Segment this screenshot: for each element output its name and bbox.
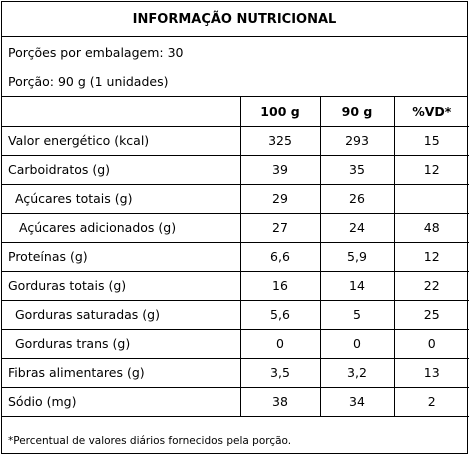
table-row: Gorduras saturadas (g) 5,6 5 25 (2, 299, 469, 330)
table-row: Sódio (mg) 38 34 2 (2, 386, 469, 417)
nutrient-name: Gorduras trans (g) (2, 328, 241, 359)
nutrient-name: Açúcares totais (g) (2, 183, 241, 214)
value-100g: 5,6 (239, 299, 321, 330)
header-daily-value: %VD* (393, 97, 469, 127)
nutrient-name: Gorduras saturadas (g) (2, 299, 241, 330)
table-row: Carboidratos (g) 39 35 12 (2, 154, 469, 185)
value-serving: 5 (319, 299, 395, 330)
value-daily-percent (393, 183, 469, 214)
table-row: Açúcares adicionados (g) 27 24 48 (2, 212, 469, 243)
value-daily-percent: 12 (393, 154, 469, 185)
value-serving: 0 (319, 328, 395, 359)
value-serving: 293 (319, 125, 395, 156)
header-nutrient (2, 97, 241, 127)
table-row: Fibras alimentares (g) 3,5 3,2 13 (2, 357, 469, 388)
value-100g: 3,5 (239, 357, 321, 388)
value-100g: 16 (239, 270, 321, 301)
table-row: Valor energético (kcal) 325 293 15 (2, 125, 469, 156)
serving-size: Porção: 90 g (1 unidades) (2, 67, 467, 97)
header-serving: 90 g (319, 97, 395, 127)
table-row: Gorduras totais (g) 16 14 22 (2, 270, 469, 301)
footnote: *Percentual de valores diários fornecido… (8, 434, 292, 447)
nutrient-name: Proteínas (g) (2, 241, 241, 272)
table-row: Gorduras trans (g) 0 0 0 (2, 328, 469, 359)
nutrient-name: Fibras alimentares (g) (2, 357, 241, 388)
table-row: Açúcares totais (g) 29 26 (2, 183, 469, 214)
value-serving: 34 (319, 386, 395, 417)
value-100g: 27 (239, 212, 321, 243)
servings-per-package: Porções por embalagem: 30 (8, 44, 184, 60)
value-serving: 14 (319, 270, 395, 301)
nutrient-name: Gorduras totais (g) (2, 270, 241, 301)
value-100g: 0 (239, 328, 321, 359)
header-100g: 100 g (239, 97, 321, 127)
value-100g: 6,6 (239, 241, 321, 272)
value-daily-percent: 25 (393, 299, 469, 330)
value-100g: 39 (239, 154, 321, 185)
value-daily-percent: 48 (393, 212, 469, 243)
value-serving: 35 (319, 154, 395, 185)
value-daily-percent: 15 (393, 125, 469, 156)
value-100g: 38 (239, 386, 321, 417)
value-100g: 29 (239, 183, 321, 214)
label-title: INFORMAÇÃO NUTRICIONAL (2, 2, 467, 37)
nutrient-name: Valor energético (kcal) (2, 125, 241, 156)
nutrient-name: Sódio (mg) (2, 386, 241, 417)
value-daily-percent: 22 (393, 270, 469, 301)
value-serving: 24 (319, 212, 395, 243)
table-row: Proteínas (g) 6,6 5,9 12 (2, 241, 469, 272)
value-daily-percent: 13 (393, 357, 469, 388)
table-header-row: 100 g 90 g %VD* (2, 97, 469, 127)
value-daily-percent: 2 (393, 386, 469, 417)
nutrition-table: 100 g 90 g %VD* Valor energético (kcal) … (2, 97, 469, 417)
value-daily-percent: 0 (393, 328, 469, 359)
value-serving: 26 (319, 183, 395, 214)
nutrient-name: Açúcares adicionados (g) (2, 212, 241, 243)
value-serving: 5,9 (319, 241, 395, 272)
value-serving: 3,2 (319, 357, 395, 388)
nutrient-name: Carboidratos (g) (2, 154, 241, 185)
value-daily-percent: 12 (393, 241, 469, 272)
value-100g: 325 (239, 125, 321, 156)
